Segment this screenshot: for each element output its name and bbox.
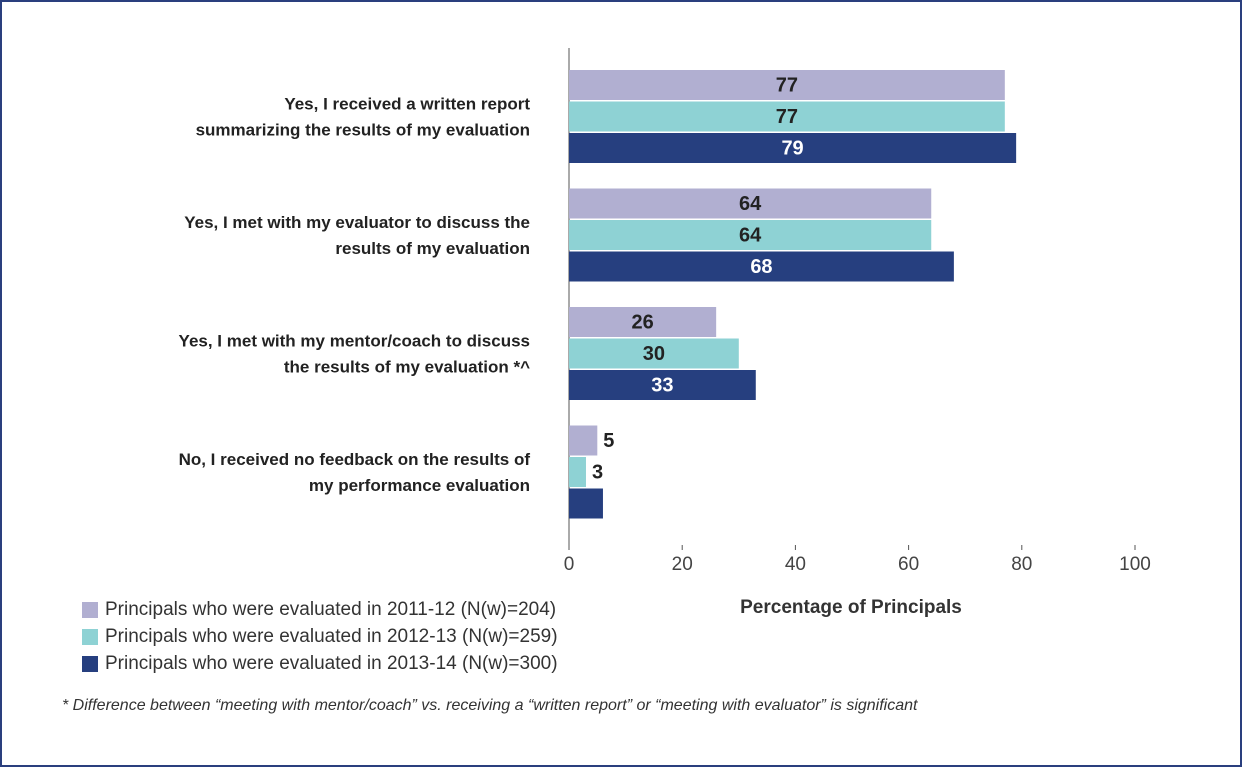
bar <box>569 188 932 219</box>
bar <box>569 307 717 337</box>
x-tick-label: 80 <box>1011 554 1032 575</box>
value-label: 33 <box>651 374 673 396</box>
x-tick-label: 20 <box>672 554 693 575</box>
category-label: No, I received no feedback on the result… <box>179 450 531 469</box>
legend-swatch <box>82 656 98 672</box>
legend-swatch <box>82 602 98 618</box>
bar <box>569 488 603 519</box>
value-label: 77 <box>776 106 798 128</box>
bar <box>569 220 932 250</box>
bar <box>569 425 598 456</box>
bar <box>569 251 954 282</box>
bar <box>569 457 586 487</box>
category-label: summarizing the results of my evaluation <box>196 120 530 139</box>
x-tick-label: 40 <box>785 554 806 575</box>
value-label: 68 <box>750 256 772 278</box>
x-tick-label: 100 <box>1119 554 1151 575</box>
bar <box>569 70 1005 100</box>
value-label: 6 <box>609 493 620 515</box>
legend-label: Principals who were evaluated in 2011-12… <box>105 599 556 620</box>
category-label: Yes, I met with my mentor/coach to discu… <box>179 331 530 350</box>
value-label: 64 <box>739 193 762 215</box>
x-tick-label: 0 <box>564 554 575 575</box>
value-label: 77 <box>776 74 798 96</box>
bar <box>569 338 739 369</box>
category-label: the results of my evaluation *^ <box>284 357 530 376</box>
legend-swatch <box>82 629 98 645</box>
footnote: * Difference between “meeting with mento… <box>62 697 918 714</box>
value-label: 79 <box>781 137 803 159</box>
category-label: Yes, I received a written report <box>284 94 530 113</box>
bar <box>569 370 756 400</box>
value-label: 64 <box>739 224 762 246</box>
legend-label: Principals who were evaluated in 2013-14… <box>105 653 558 674</box>
value-label: 5 <box>603 430 614 452</box>
category-label: Yes, I met with my evaluator to discuss … <box>184 213 530 232</box>
value-label: 26 <box>631 311 653 333</box>
value-label: 30 <box>643 343 665 365</box>
bar <box>569 133 1017 163</box>
x-axis-label: Percentage of Principals <box>740 597 962 618</box>
value-label: 3 <box>592 461 603 483</box>
category-label: my performance evaluation <box>309 476 530 495</box>
bar <box>569 101 1005 132</box>
x-tick-label: 60 <box>898 554 919 575</box>
category-label: results of my evaluation <box>335 239 530 258</box>
legend-label: Principals who were evaluated in 2012-13… <box>105 626 558 647</box>
